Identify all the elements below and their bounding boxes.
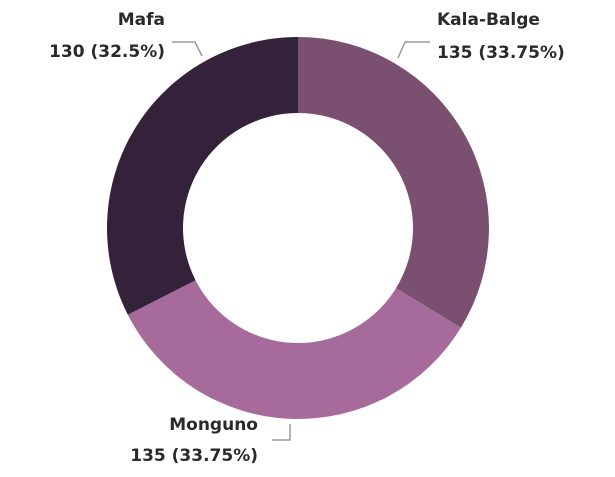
slice-label: Monguno <box>169 415 258 435</box>
leader-line <box>397 41 430 59</box>
leader-line <box>172 41 203 57</box>
slice-label: Kala-Balge <box>437 10 540 30</box>
slice-label: Mafa <box>118 10 165 30</box>
donut-slice <box>298 37 489 328</box>
donut-slice <box>106 37 298 315</box>
slice-value-label: 135 (33.75%) <box>437 43 565 63</box>
slice-value-label: 135 (33.75%) <box>130 446 258 466</box>
donut-slice <box>127 280 461 419</box>
slice-value-label: 130 (32.5%) <box>49 42 165 62</box>
leader-line <box>272 424 291 441</box>
